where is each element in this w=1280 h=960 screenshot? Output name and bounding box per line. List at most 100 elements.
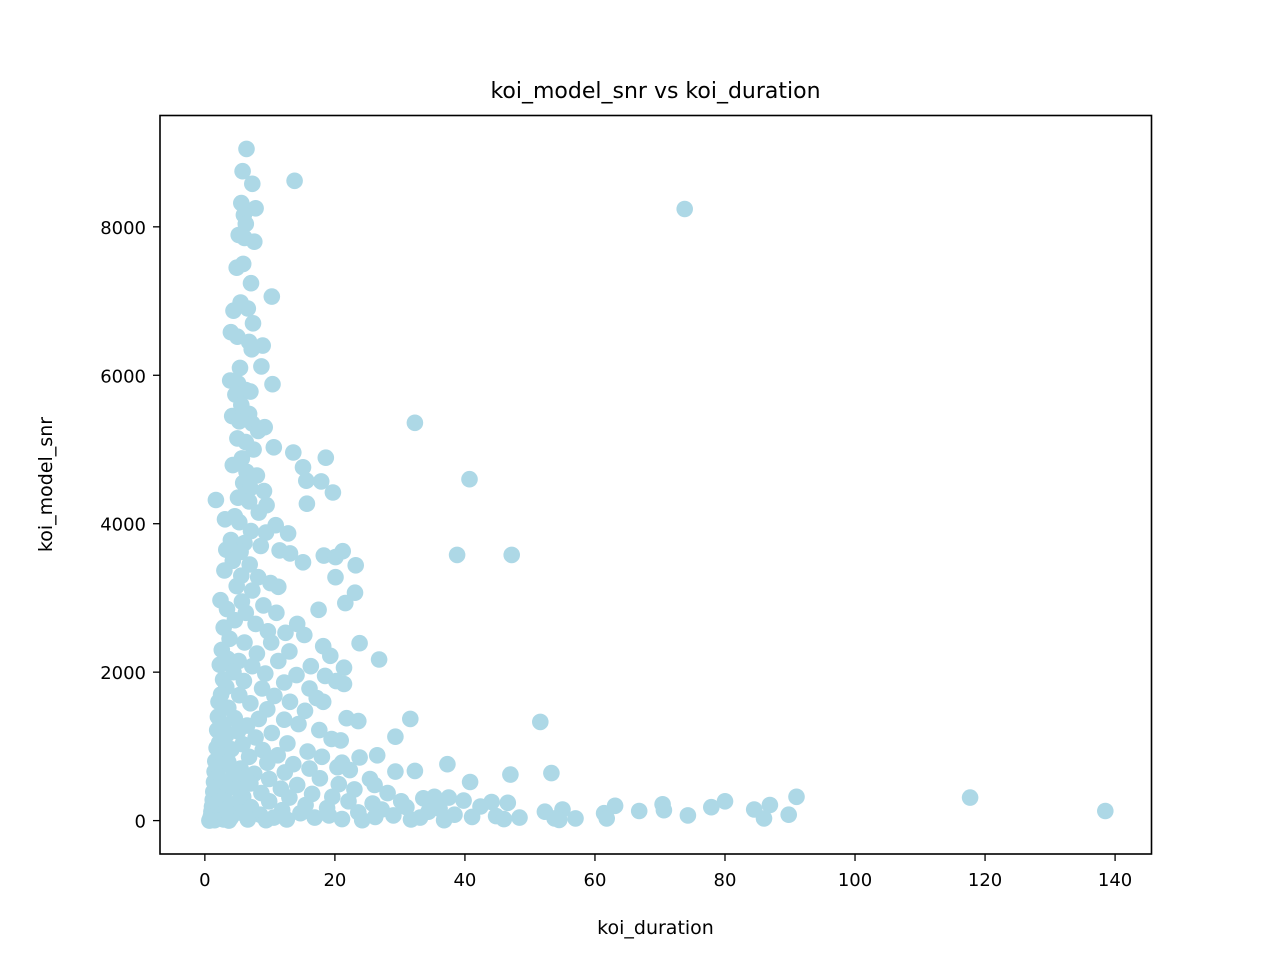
data-point — [228, 577, 245, 595]
data-point — [301, 760, 318, 777]
data-point — [351, 749, 368, 766]
data-point — [567, 810, 584, 827]
plot-area-frame — [159, 114, 1153, 855]
data-point — [676, 200, 693, 218]
data-point — [255, 597, 272, 614]
data-point — [299, 743, 316, 760]
data-point — [332, 732, 350, 749]
data-point — [379, 784, 396, 802]
data-point — [503, 546, 520, 564]
data-point — [385, 807, 402, 824]
data-point — [502, 766, 519, 783]
data-point — [435, 811, 453, 829]
data-point — [346, 584, 364, 601]
data-point — [279, 525, 297, 542]
data-point — [288, 776, 306, 794]
data-point — [247, 729, 264, 746]
data-point — [366, 776, 383, 794]
data-point — [314, 693, 332, 711]
data-point — [317, 449, 335, 467]
data-point — [347, 557, 365, 574]
data-point — [294, 459, 312, 476]
data-point — [256, 418, 274, 436]
data-point — [532, 713, 549, 731]
data-point — [216, 511, 234, 528]
data-point — [961, 789, 979, 806]
y-tick-label: 8000 — [100, 218, 146, 239]
data-point — [264, 375, 281, 393]
x-tick-label: 40 — [453, 870, 476, 891]
data-point — [242, 479, 259, 497]
data-point — [311, 770, 329, 787]
data-point — [260, 770, 278, 788]
data-point — [242, 383, 259, 400]
x-tick-label: 80 — [714, 870, 737, 891]
data-point — [249, 568, 267, 586]
data-point — [246, 233, 263, 250]
data-point — [220, 812, 238, 829]
data-point — [281, 643, 298, 660]
y-tick-label: 6000 — [100, 366, 146, 387]
data-point — [244, 657, 261, 675]
data-point — [242, 695, 259, 712]
data-point — [406, 414, 424, 432]
data-point — [234, 255, 252, 273]
data-point — [244, 582, 261, 599]
data-point — [439, 755, 456, 773]
data-point — [240, 493, 258, 510]
data-point — [333, 810, 351, 828]
data-point — [255, 482, 273, 500]
chart-title: koi_model_snr vs koi_duration — [490, 79, 820, 104]
data-point — [239, 300, 257, 317]
x-axis-label: koi_duration — [597, 917, 714, 939]
data-point — [366, 808, 384, 826]
data-point — [270, 578, 287, 596]
data-point — [716, 793, 734, 810]
data-point — [761, 796, 779, 814]
data-point — [286, 172, 303, 190]
data-point — [387, 763, 404, 780]
data-point — [598, 810, 615, 827]
x-tick-label: 60 — [584, 870, 607, 891]
data-point — [236, 634, 253, 651]
x-tick-label: 140 — [1098, 870, 1132, 891]
data-point — [260, 793, 278, 810]
data-point — [248, 467, 266, 484]
data-point — [387, 728, 404, 745]
data-point — [1097, 802, 1114, 820]
y-tick-label: 0 — [135, 812, 146, 833]
data-point — [499, 794, 517, 812]
data-point — [288, 666, 305, 684]
data-point — [292, 804, 309, 822]
data-point — [402, 710, 419, 728]
data-point — [313, 748, 331, 766]
data-point — [268, 604, 285, 622]
data-point — [235, 672, 253, 690]
y-axis-label: koi_model_snr — [35, 417, 57, 552]
data-point — [254, 741, 271, 759]
x-tick-label: 20 — [323, 870, 346, 891]
data-point — [368, 747, 386, 764]
data-point — [296, 626, 313, 644]
data-point — [406, 762, 424, 780]
axis-ticks: 0 20 40 60 80 100 120 140 0 2000 4000 6000 8000 — [100, 218, 1132, 891]
data-point — [277, 624, 294, 642]
data-point — [231, 513, 248, 531]
data-point — [240, 748, 258, 766]
data-point — [322, 647, 339, 665]
data-point — [281, 545, 299, 562]
data-point — [448, 546, 466, 564]
data-point — [755, 810, 773, 827]
data-point — [243, 341, 260, 358]
data-point — [207, 491, 225, 509]
data-point — [238, 140, 255, 158]
data-point — [279, 735, 296, 752]
data-point — [281, 789, 298, 806]
data-point — [334, 542, 352, 560]
data-point — [263, 288, 281, 305]
data-point — [341, 761, 359, 779]
data-point — [630, 802, 648, 820]
data-point — [257, 665, 274, 682]
data-point — [679, 807, 697, 824]
